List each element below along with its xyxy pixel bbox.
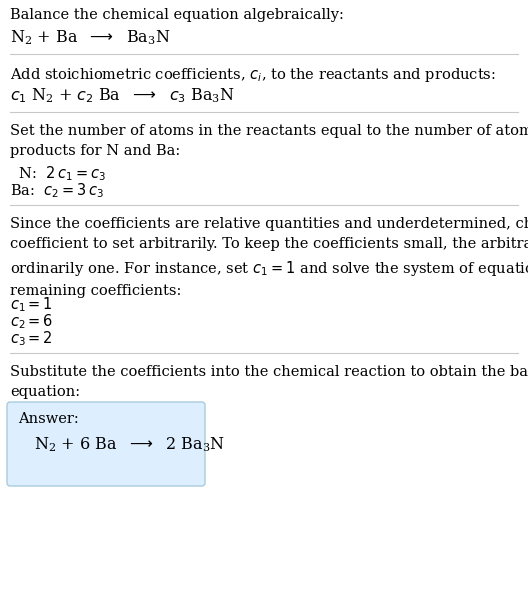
Text: $\mathregular{N_2}$ + 6 Ba  $\longrightarrow$  2 Ba$\mathregular{_3}$N: $\mathregular{N_2}$ + 6 Ba $\longrightar… — [34, 435, 225, 454]
Text: $c_2 = 6$: $c_2 = 6$ — [10, 312, 53, 331]
Text: Balance the chemical equation algebraically:: Balance the chemical equation algebraica… — [10, 8, 344, 22]
Text: $c_1$ $\mathregular{N_2}$ + $c_2$ Ba  $\longrightarrow$  $c_3$ Ba$\mathregular{_: $c_1$ $\mathregular{N_2}$ + $c_2$ Ba $\l… — [10, 86, 235, 104]
Text: Add stoichiometric coefficients, $c_i$, to the reactants and products:: Add stoichiometric coefficients, $c_i$, … — [10, 66, 496, 84]
Text: $c_3 = 2$: $c_3 = 2$ — [10, 329, 53, 348]
Text: Substitute the coefficients into the chemical reaction to obtain the balanced
eq: Substitute the coefficients into the che… — [10, 365, 528, 399]
Text: N:  $2\,c_1 = c_3$: N: $2\,c_1 = c_3$ — [14, 164, 106, 183]
Text: Ba:  $c_2 = 3\,c_3$: Ba: $c_2 = 3\,c_3$ — [10, 181, 104, 199]
Text: $c_1 = 1$: $c_1 = 1$ — [10, 295, 53, 314]
Text: Set the number of atoms in the reactants equal to the number of atoms in the
pro: Set the number of atoms in the reactants… — [10, 124, 528, 158]
Text: $\mathregular{N_2}$ + Ba  $\longrightarrow$  Ba$\mathregular{_3}$N: $\mathregular{N_2}$ + Ba $\longrightarro… — [10, 28, 171, 47]
Text: Since the coefficients are relative quantities and underdetermined, choose a
coe: Since the coefficients are relative quan… — [10, 217, 528, 298]
FancyBboxPatch shape — [7, 402, 205, 486]
Text: Answer:: Answer: — [18, 412, 79, 426]
